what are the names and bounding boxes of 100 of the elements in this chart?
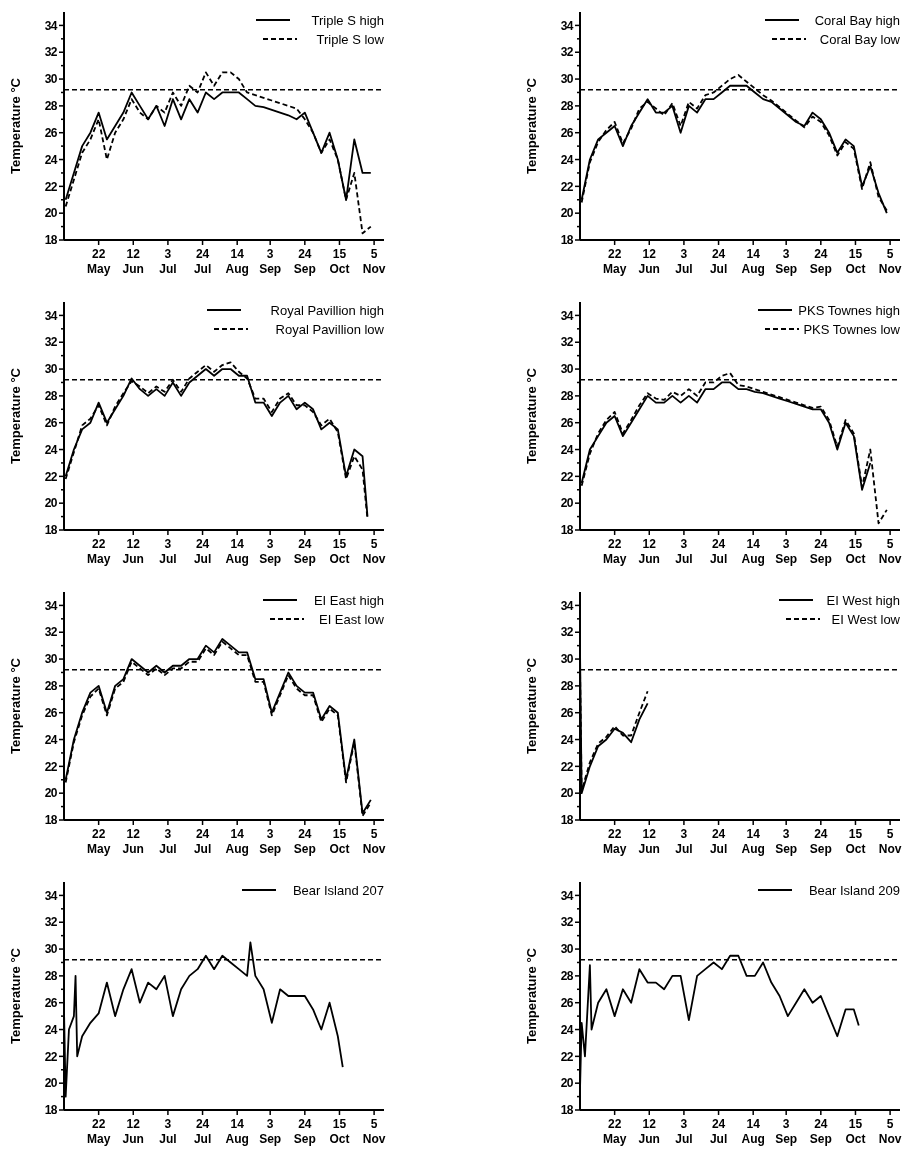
y-tick-label: 32 xyxy=(560,915,574,930)
x-tick-label: 15 Oct xyxy=(845,247,866,276)
x-tick-label: 15 Oct xyxy=(329,247,350,276)
y-tick-label: 34 xyxy=(560,888,574,903)
y-tick-label: 22 xyxy=(560,179,574,194)
x-tick-label: 14 Aug xyxy=(225,1117,249,1146)
x-tick-label: 3 Sep xyxy=(259,1117,282,1146)
y-tick-label: 32 xyxy=(560,45,574,60)
legend-label: Bear Island 209 xyxy=(808,882,900,898)
x-tick-label: 24 Sep xyxy=(293,247,316,276)
y-axis-title: Temperature °C xyxy=(8,367,23,464)
legend-label: Coral Bay low xyxy=(819,31,901,47)
y-tick-label: 20 xyxy=(44,206,58,221)
y-tick-label: 18 xyxy=(44,523,58,538)
y-tick-label: 18 xyxy=(560,523,574,538)
x-tick-label: 3 Jul xyxy=(159,827,177,856)
y-tick-label: 32 xyxy=(560,625,574,640)
y-tick-label: 28 xyxy=(560,679,574,694)
x-tick-label: 12 Jun xyxy=(122,247,144,276)
y-tick-label: 26 xyxy=(560,705,574,720)
x-tick-label: 24 Sep xyxy=(809,247,832,276)
y-axis-title: Temperature °C xyxy=(524,657,539,754)
legend-label: Coral Bay high xyxy=(814,12,900,28)
x-tick-label: 24 Jul xyxy=(193,1117,212,1146)
y-tick-label: 28 xyxy=(560,389,574,404)
y-axis-title: Temperature °C xyxy=(8,947,23,1044)
x-tick-label: 5 Nov xyxy=(362,1117,386,1146)
x-tick-label: 5 Nov xyxy=(362,537,386,566)
legend-label: EI East high xyxy=(313,592,384,608)
x-tick-label: 3 Sep xyxy=(775,827,798,856)
x-tick-label: 24 Jul xyxy=(709,1117,728,1146)
y-tick-label: 30 xyxy=(44,362,58,377)
x-tick-label: 22 May xyxy=(602,1117,627,1146)
legend-label: PKS Townes high xyxy=(798,302,900,318)
x-tick-label: 14 Aug xyxy=(741,827,765,856)
y-tick-label: 34 xyxy=(560,18,574,33)
x-tick-label: 15 Oct xyxy=(845,537,866,566)
y-tick-label: 30 xyxy=(44,72,58,87)
y-tick-label: 32 xyxy=(44,915,58,930)
y-tick-label: 30 xyxy=(560,362,574,377)
y-tick-label: 26 xyxy=(560,415,574,430)
x-tick-label: 3 Sep xyxy=(775,247,798,276)
y-tick-label: 18 xyxy=(560,1103,574,1118)
y-tick-label: 34 xyxy=(560,308,574,323)
x-tick-label: 12 Jun xyxy=(638,247,660,276)
legend-label: Triple S high xyxy=(311,12,384,28)
x-tick-label: 3 Sep xyxy=(775,1117,798,1146)
y-tick-label: 30 xyxy=(560,72,574,87)
x-tick-label: 22 May xyxy=(86,537,111,566)
y-tick-label: 28 xyxy=(560,969,574,984)
legend-label: Bear Island 207 xyxy=(292,882,384,898)
x-tick-label: 22 May xyxy=(86,247,111,276)
y-tick-label: 24 xyxy=(560,1022,574,1037)
x-tick-label: 3 Sep xyxy=(259,827,282,856)
legend-label: Triple S low xyxy=(316,31,385,47)
y-tick-label: 20 xyxy=(44,786,58,801)
x-tick-label: 24 Sep xyxy=(293,827,316,856)
y-tick-label: 26 xyxy=(44,705,58,720)
x-tick-label: 12 Jun xyxy=(122,1117,144,1146)
y-tick-label: 22 xyxy=(560,469,574,484)
x-tick-label: 5 Nov xyxy=(878,247,902,276)
x-tick-label: 12 Jun xyxy=(122,537,144,566)
x-tick-label: 5 Nov xyxy=(362,247,386,276)
x-tick-label: 15 Oct xyxy=(329,1117,350,1146)
x-tick-label: 24 Jul xyxy=(709,827,728,856)
y-axis-title: Temperature °C xyxy=(524,77,539,174)
y-tick-label: 18 xyxy=(44,233,58,248)
y-tick-label: 22 xyxy=(44,759,58,774)
y-tick-label: 34 xyxy=(44,598,58,613)
x-tick-label: 3 Jul xyxy=(675,827,693,856)
y-tick-label: 28 xyxy=(44,679,58,694)
y-tick-label: 30 xyxy=(44,652,58,667)
y-axis-title: Temperature °C xyxy=(8,657,23,754)
y-tick-label: 18 xyxy=(560,813,574,828)
x-tick-label: 24 Jul xyxy=(709,537,728,566)
x-tick-label: 24 Sep xyxy=(809,1117,832,1146)
y-tick-label: 26 xyxy=(560,125,574,140)
x-tick-label: 3 Jul xyxy=(159,247,177,276)
x-tick-label: 14 Aug xyxy=(741,247,765,276)
y-tick-label: 22 xyxy=(44,469,58,484)
legend-label: PKS Townes low xyxy=(803,321,901,337)
x-tick-label: 3 Jul xyxy=(675,247,693,276)
x-tick-label: 3 Sep xyxy=(259,537,282,566)
y-tick-label: 34 xyxy=(560,598,574,613)
y-tick-label: 20 xyxy=(560,1076,574,1091)
y-tick-label: 24 xyxy=(44,442,58,457)
x-tick-label: 5 Nov xyxy=(878,827,902,856)
x-tick-label: 24 Sep xyxy=(809,537,832,566)
y-tick-label: 30 xyxy=(560,652,574,667)
x-tick-label: 5 Nov xyxy=(362,827,386,856)
y-tick-label: 32 xyxy=(44,335,58,350)
y-tick-label: 34 xyxy=(44,18,58,33)
x-tick-label: 12 Jun xyxy=(638,827,660,856)
legend-label: EI West high xyxy=(826,592,900,608)
x-tick-label: 24 Sep xyxy=(293,537,316,566)
y-tick-label: 24 xyxy=(44,1022,58,1037)
x-tick-label: 3 Jul xyxy=(675,1117,693,1146)
x-tick-label: 22 May xyxy=(86,1117,111,1146)
y-axis-title: Temperature °C xyxy=(8,77,23,174)
legend-label: EI West low xyxy=(831,611,901,627)
